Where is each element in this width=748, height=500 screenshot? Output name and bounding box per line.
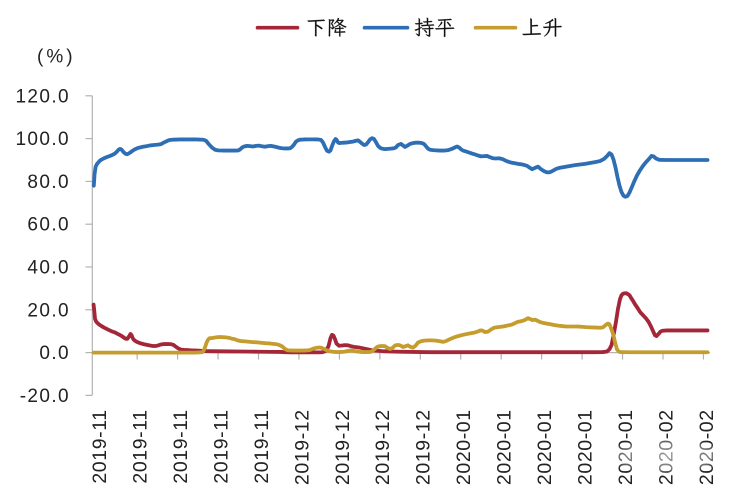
svg-text:2019-11: 2019-11 <box>210 409 232 483</box>
svg-text:(%): (%) <box>37 47 76 68</box>
svg-text:2019-12: 2019-12 <box>413 409 435 485</box>
svg-text:120.0: 120.0 <box>15 86 70 107</box>
svg-text:2019-11: 2019-11 <box>130 409 152 483</box>
svg-text:2019-11: 2019-11 <box>170 409 192 483</box>
svg-text:2019-12: 2019-12 <box>332 409 354 485</box>
svg-text:2020-01: 2020-01 <box>575 409 597 485</box>
svg-text:2020-01: 2020-01 <box>534 409 556 485</box>
svg-text:20.0: 20.0 <box>27 300 70 321</box>
svg-text:2019-12: 2019-12 <box>291 409 313 485</box>
svg-text:40.0: 40.0 <box>27 258 70 279</box>
svg-text:-20.0: -20.0 <box>20 386 70 407</box>
svg-text:2020-01: 2020-01 <box>494 409 516 485</box>
svg-text:0.0: 0.0 <box>39 343 70 364</box>
svg-text:2019-11: 2019-11 <box>251 409 273 483</box>
svg-text:80.0: 80.0 <box>27 172 70 193</box>
svg-text:100.0: 100.0 <box>15 129 70 150</box>
svg-text:2019-11: 2019-11 <box>89 409 111 483</box>
svg-text:60.0: 60.0 <box>27 215 70 236</box>
svg-text:2020-01: 2020-01 <box>453 409 475 485</box>
svg-text:2019-12: 2019-12 <box>372 409 394 485</box>
